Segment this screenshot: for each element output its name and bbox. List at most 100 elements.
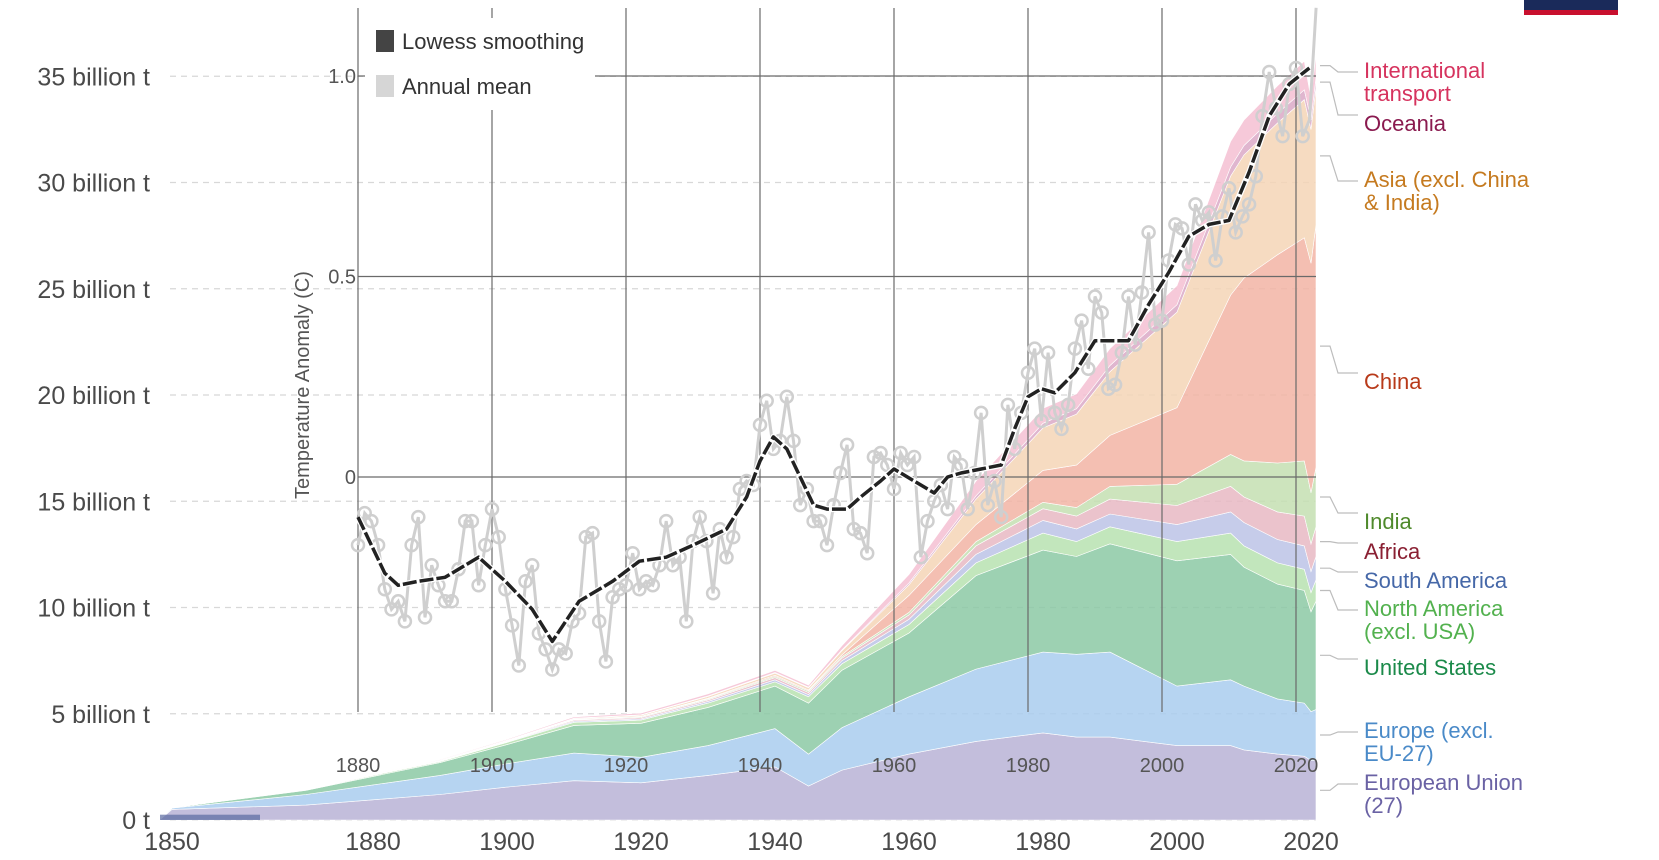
annual-mean-point [1094,305,1109,320]
annual-mean-point [444,594,460,609]
annual-mean-point [725,529,741,545]
annual-mean-point [404,537,419,553]
co2-area-chart: 35 billion t 30 billion t 25 billion t 20 b… [37,53,1530,856]
annual-mean-point [1241,197,1257,212]
temp-ylabel: Temperature Anomaly (C) [292,271,314,499]
co2-ytick-label: 20 billion t [37,382,150,410]
annual-mean-point [504,618,520,633]
temp-xtick-label: 1960 [872,755,917,777]
annual-mean-point [1127,337,1143,352]
annual-mean-point [752,417,768,433]
annual-mean-point [839,437,855,453]
annual-mean-point [1288,60,1304,76]
annual-mean-point [1174,221,1190,236]
annual-mean-point [806,513,821,529]
annual-mean-point [478,537,493,553]
annual-mean-point [1295,128,1310,144]
annual-mean-point [1201,205,1217,220]
co2-ytick-label: 30 billion t [37,170,150,198]
annual-mean-point [779,389,795,405]
annual-mean-point [920,513,935,529]
temp-xtick-label: 1920 [604,755,649,777]
annual-mean-point [913,549,929,565]
region-label-africa: Africa [1364,539,1421,564]
co2-early-strip [160,814,260,820]
annual-mean-point [906,449,922,465]
annual-mean-point [933,477,949,493]
annual-mean-point [390,594,406,609]
annual-mean-point [1040,345,1056,360]
annual-mean-point [679,614,694,629]
annual-mean-point [692,509,707,525]
region-leader-line [1320,589,1358,611]
region-label-international-transport: International transport [1364,58,1485,106]
temp-xtick-label: 1940 [738,755,783,777]
co2-xtick-label: 1960 [881,828,937,856]
annual-mean-point [1154,313,1170,328]
annual-mean-point [759,393,774,409]
annual-mean-point [1121,289,1136,304]
region-leader-line [1320,731,1358,736]
temp-xtick-label: 2020 [1274,755,1319,777]
annual-mean-point [792,497,808,513]
annual-mean-point [1067,341,1083,356]
annual-mean-point [705,586,721,601]
annual-mean-point [591,614,607,629]
temp-xtick-label: 1980 [1006,755,1051,777]
legend-label-lowess-smoothing: Lowess smoothing [402,29,584,54]
annual-mean-point [558,646,573,661]
annual-mean-point [1047,405,1063,421]
region-label-india: India [1364,509,1412,534]
annual-mean-point [397,614,413,629]
annual-mean-point [350,537,366,553]
temp-ytick-label: 0 [345,467,356,489]
region-leader-line [1320,496,1358,514]
annual-mean-point [853,525,868,541]
co2-ytick-label: 35 billion t [37,63,150,91]
annual-mean-point [786,433,801,449]
region-label-european-union-27: European Union (27) [1364,770,1523,818]
annual-mean-point [1188,197,1203,212]
annual-mean-point [377,582,393,597]
annual-mean-point [484,501,500,517]
annual-mean-point [813,513,828,529]
annual-mean-point [993,509,1009,525]
annual-mean-point [1181,257,1197,272]
region-leader-line [1320,81,1358,116]
annual-mean-point [1282,76,1297,92]
annual-mean-point [1060,397,1076,413]
annual-mean-point [1027,341,1042,356]
co2-xtick-label: 2020 [1283,828,1339,856]
brand-logo-fragment [1524,0,1618,15]
annual-mean-point [411,509,426,525]
temp-xtick-label: 2000 [1140,755,1185,777]
co2-xtick-label: 1900 [479,828,535,856]
annual-mean-point [719,549,734,565]
co2-xtick-label: 2000 [1149,828,1205,856]
legend-swatch-annual-mean [376,75,394,97]
annual-mean-point [1235,209,1250,224]
region-leader-line [1320,345,1358,374]
temp-legend: Lowess smoothing Annual mean [365,18,595,110]
annual-mean-point [658,513,674,529]
annual-mean-point [1228,225,1243,240]
annual-mean-point [457,513,473,529]
region-leader-line [1320,654,1358,660]
region-label-oceania: Oceania [1364,111,1447,136]
annual-mean-point [424,557,439,573]
annual-mean-point [1000,397,1016,413]
co2-area-international-transport [159,53,1317,820]
annual-mean-point [1087,289,1103,304]
co2-xtick-label: 1920 [613,828,669,856]
region-label-asia-excl-china-india: Asia (excl. China & India) [1364,167,1530,215]
annual-mean-point [645,578,661,593]
annual-mean-point [973,405,989,421]
annual-mean-point [873,445,888,461]
annual-mean-point [364,513,379,529]
region-leader-line [1320,155,1358,182]
co2-ytick-label: 10 billion t [37,595,150,623]
legend-label-annual-mean: Annual mean [402,74,532,99]
lowess-smoothing-line [356,66,1311,644]
region-leader-line [1320,783,1358,791]
